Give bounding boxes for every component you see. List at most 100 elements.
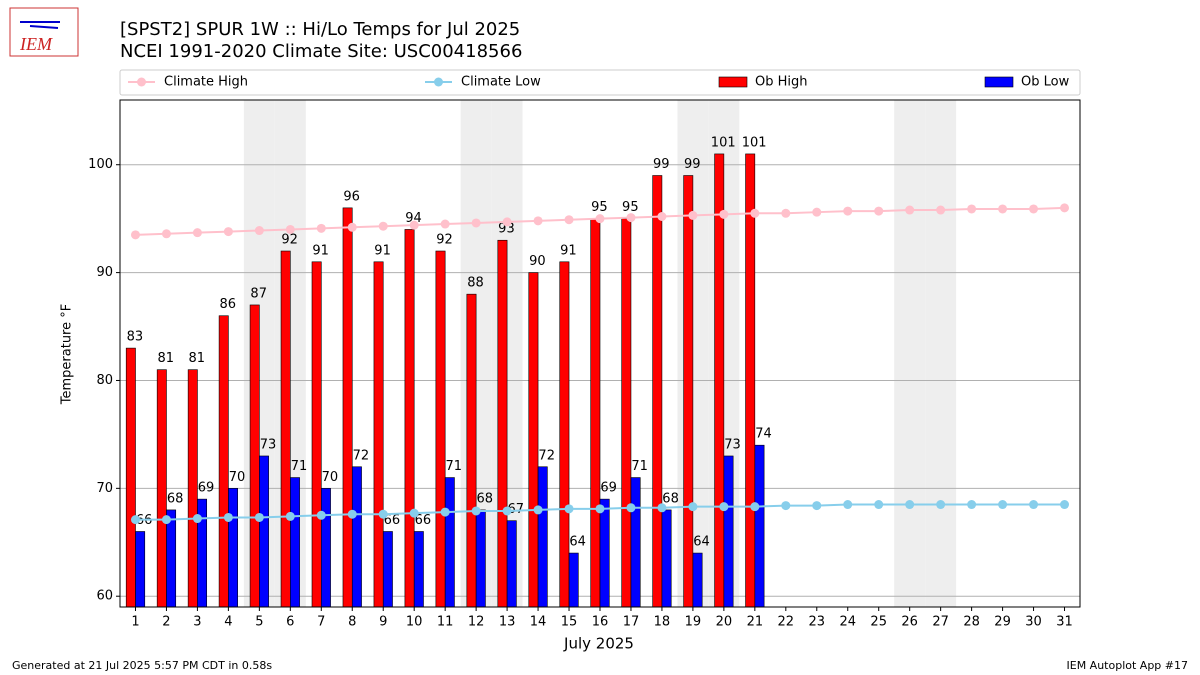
x-tick-label: 25 [870,615,887,630]
line-point [812,501,822,511]
line-point [471,506,481,516]
bar [754,444,765,608]
legend-label: Ob High [755,75,808,90]
bar [373,261,384,608]
line-point [254,512,264,522]
data-label: 66 [415,513,432,528]
line-point [998,204,1008,214]
line-point [998,500,1008,510]
y-axis-label: Temperature °F [60,304,75,405]
line-point [192,228,202,238]
line-point [223,512,233,522]
data-label: 73 [260,437,277,452]
y-tick-label: 60 [96,589,113,604]
x-tick-label: 3 [193,615,201,630]
chart-subtitle: NCEI 1991-2020 Climate Site: USC00418566 [120,41,522,62]
x-tick-label: 26 [901,615,918,630]
x-tick-label: 1 [131,615,139,630]
bar [342,207,353,608]
legend-swatch [984,76,1014,88]
line-point [874,206,884,216]
bar [311,261,322,608]
data-label: 71 [291,459,308,474]
line-point [502,217,512,227]
x-tick-label: 7 [317,615,325,630]
line-point [905,500,915,510]
data-label: 72 [538,448,555,463]
line-point [843,500,853,510]
line-point [967,500,977,510]
line-point [595,504,605,514]
x-axis-label: July 2025 [563,635,634,653]
line-point [223,227,233,237]
x-tick-label: 20 [716,615,733,630]
bar [135,531,146,608]
bar [714,153,725,608]
bar [497,239,508,608]
bar [413,531,424,608]
x-tick-label: 24 [839,615,856,630]
bar [290,477,300,608]
y-tick-label: 80 [96,373,113,388]
bar [559,261,570,608]
x-tick-label: 28 [963,615,980,630]
line-point [347,222,357,232]
line-point [316,223,326,233]
x-tick-label: 15 [561,615,578,630]
data-label: 71 [446,459,463,474]
data-label: 91 [560,243,577,258]
line-point [502,506,512,516]
line-point [967,204,977,214]
bar [351,466,362,608]
bar [228,488,238,608]
x-tick-label: 11 [437,615,454,630]
data-label: 94 [405,211,422,226]
weekend-shade [925,100,957,607]
chart-title: [SPST2] SPUR 1W :: Hi/Lo Temps for Jul 2… [120,19,520,40]
line-point [1029,500,1039,510]
data-label: 101 [742,135,767,150]
bar [568,552,579,608]
x-tick-label: 10 [406,615,423,630]
line-point [719,209,729,219]
bar [537,466,548,608]
bar [259,455,269,608]
y-tick-label: 100 [88,157,113,172]
x-tick-label: 29 [994,615,1011,630]
bar [466,293,477,608]
legend-label: Climate Low [461,75,541,90]
line-point [1029,204,1039,214]
legend-label: Climate High [164,75,248,90]
data-label: 95 [622,200,639,215]
data-label: 66 [384,513,401,528]
x-tick-label: 16 [592,615,609,630]
weekend-shade [894,100,926,607]
x-tick-label: 6 [286,615,294,630]
data-label: 93 [498,222,515,237]
y-tick-label: 90 [96,265,113,280]
data-label: 101 [711,135,736,150]
data-label: 71 [631,459,648,474]
data-label: 64 [693,535,710,550]
line-point [657,503,667,513]
data-label: 87 [250,286,267,301]
line-point [750,208,760,218]
line-point [564,215,574,225]
line-point [130,230,140,240]
data-label: 91 [312,243,329,258]
x-tick-label: 22 [778,615,795,630]
data-label: 86 [219,297,236,312]
footer-left: Generated at 21 Jul 2025 5:57 PM CDT in … [12,659,272,672]
legend-frame [119,69,1081,96]
x-tick-label: 27 [932,615,949,630]
x-tick-label: 9 [379,615,387,630]
line-point [781,501,791,511]
data-label: 69 [600,481,617,496]
data-label: 92 [281,233,298,248]
line-point [719,502,729,512]
line-point [936,500,946,510]
line-point [874,500,884,510]
data-label: 91 [374,243,391,258]
x-tick-label: 31 [1056,615,1073,630]
